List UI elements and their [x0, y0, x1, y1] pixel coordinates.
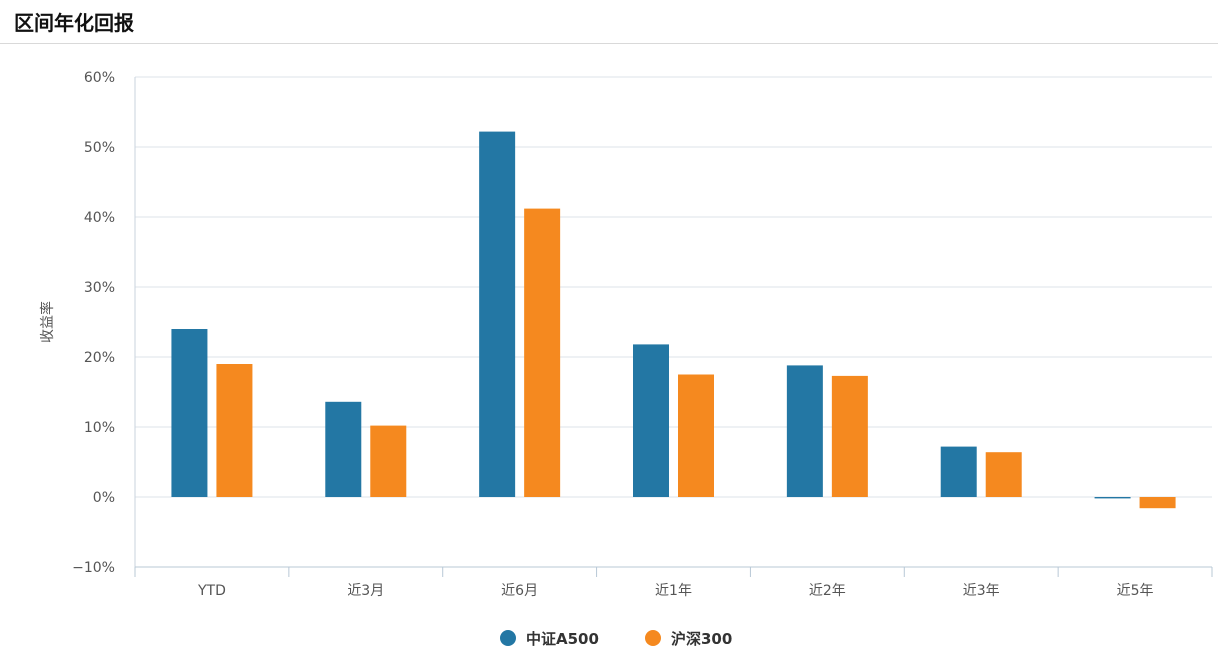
- x-category-label: 近3月: [347, 583, 384, 599]
- gridlines: [135, 76, 1212, 498]
- bar[interactable]: [216, 364, 253, 497]
- legend-label[interactable]: 中证A500: [526, 630, 599, 648]
- y-tick-label: 10%: [84, 420, 115, 436]
- page-title: 区间年化回报: [14, 11, 134, 35]
- x-category-label: 近5年: [1117, 583, 1154, 599]
- y-axis-ticks: −10% 0% 10% 20% 30% 40% 50% 60%: [72, 70, 115, 576]
- y-tick-label: 0%: [93, 490, 115, 506]
- x-category-label: YTD: [197, 583, 226, 599]
- bar[interactable]: [171, 329, 208, 497]
- bar[interactable]: [985, 452, 1022, 497]
- bar[interactable]: [524, 208, 561, 497]
- title-bar: 区间年化回报: [0, 0, 1218, 44]
- chart-area: −10% 0% 10% 20% 30% 40% 50% 60% YTD 近3月 近6月 近1年 近2年…: [0, 44, 1218, 651]
- y-tick-label: 20%: [84, 350, 115, 366]
- bar[interactable]: [678, 374, 714, 498]
- bar[interactable]: [479, 131, 516, 497]
- y-tick-label: 40%: [84, 210, 115, 226]
- legend-marker[interactable]: [645, 630, 661, 646]
- x-category-label: 近6月: [501, 583, 538, 599]
- y-axis-label: 收益率: [39, 301, 56, 343]
- bar[interactable]: [370, 425, 407, 497]
- x-axis-categories: YTD 近3月 近6月 近1年 近2年 近3年 近5年: [197, 583, 1154, 599]
- y-tick-label: 50%: [84, 140, 115, 156]
- bar[interactable]: [1094, 497, 1131, 499]
- x-category-label: 近2年: [809, 583, 846, 599]
- bar[interactable]: [940, 446, 977, 497]
- legend-marker[interactable]: [500, 630, 516, 646]
- legend-label[interactable]: 沪深300: [671, 630, 732, 648]
- legend[interactable]: 中证A500 沪深300: [500, 630, 732, 648]
- x-category-label: 近1年: [655, 583, 692, 599]
- y-tick-label: −10%: [72, 560, 115, 576]
- bar[interactable]: [786, 365, 823, 497]
- y-tick-label: 30%: [84, 280, 115, 296]
- bar[interactable]: [325, 401, 362, 497]
- bar-chart: −10% 0% 10% 20% 30% 40% 50% 60% YTD 近3月 近6月 近1年 近2年…: [39, 70, 1213, 648]
- bar[interactable]: [831, 375, 868, 497]
- bar[interactable]: [1139, 497, 1176, 509]
- bar[interactable]: [633, 344, 669, 497]
- bars: [171, 131, 1176, 509]
- axes: [134, 77, 1213, 577]
- y-tick-label: 60%: [84, 70, 115, 86]
- x-category-label: 近3年: [963, 583, 1000, 599]
